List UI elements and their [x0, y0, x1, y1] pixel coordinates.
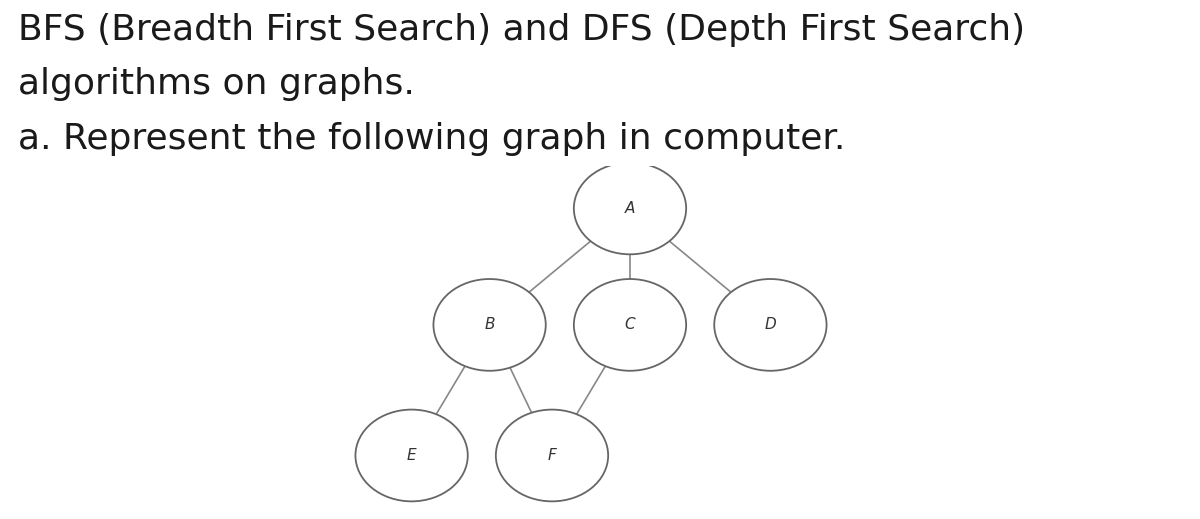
Text: C: C — [625, 318, 635, 332]
Text: F: F — [547, 448, 557, 463]
Ellipse shape — [574, 162, 686, 254]
Ellipse shape — [574, 279, 686, 371]
Text: algorithms on graphs.: algorithms on graphs. — [18, 67, 415, 102]
Text: E: E — [407, 448, 416, 463]
Text: BFS (Breadth First Search) and DFS (Depth First Search): BFS (Breadth First Search) and DFS (Dept… — [18, 13, 1025, 47]
Ellipse shape — [355, 409, 468, 501]
Ellipse shape — [433, 279, 546, 371]
Text: D: D — [764, 318, 776, 332]
Ellipse shape — [496, 409, 608, 501]
Text: A: A — [625, 201, 635, 216]
Text: a. Represent the following graph in computer.: a. Represent the following graph in comp… — [18, 122, 845, 156]
Text: B: B — [485, 318, 494, 332]
Ellipse shape — [714, 279, 827, 371]
